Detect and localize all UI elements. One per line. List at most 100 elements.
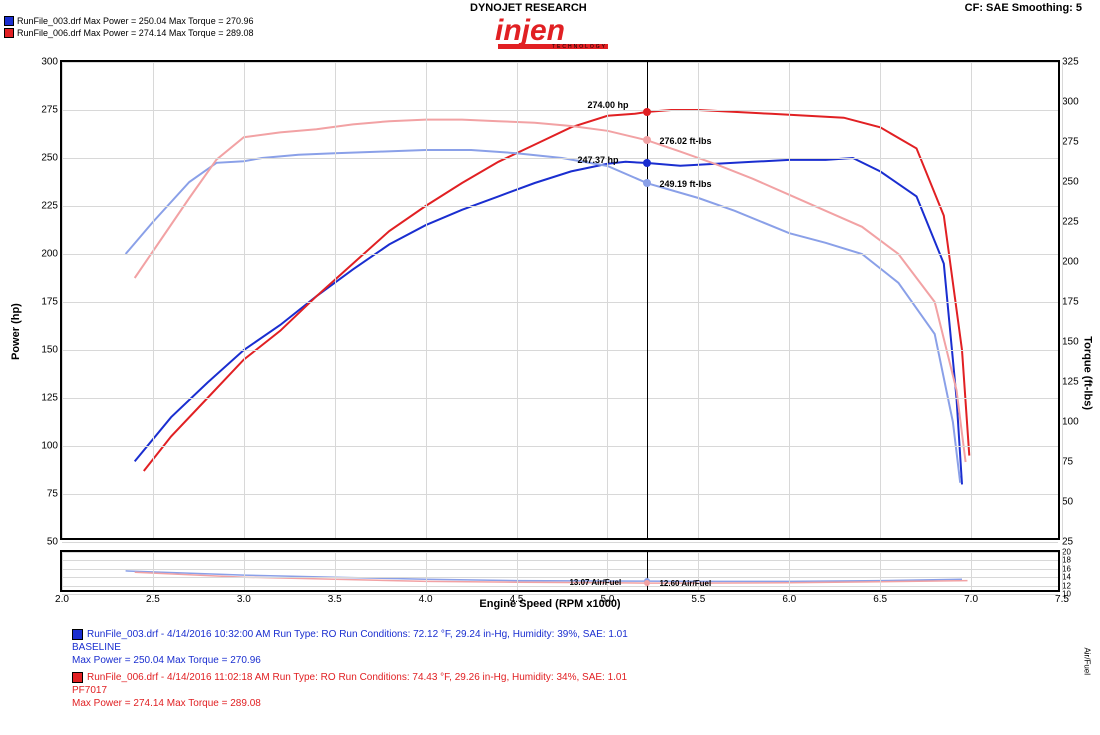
annotation-dot xyxy=(643,136,651,144)
gridline-h xyxy=(62,110,1058,111)
cursor-line xyxy=(647,62,648,538)
logo-text: injen xyxy=(495,14,565,47)
annotation-dot xyxy=(643,159,651,167)
af-gridline-h xyxy=(62,569,1058,570)
af-annotation-label: 12.60 Air/Fuel xyxy=(659,579,711,588)
af-y-tick: 14 xyxy=(1058,573,1071,582)
gridline-h xyxy=(62,398,1058,399)
gridline-v xyxy=(789,62,790,538)
af-y-tick: 20 xyxy=(1058,548,1071,557)
y1-tick: 275 xyxy=(41,105,62,116)
y1-tick: 300 xyxy=(41,57,62,68)
y1-tick: 175 xyxy=(41,297,62,308)
footer-run-details: RunFile_003.drf - 4/14/2016 10:32:00 AM … xyxy=(72,628,628,710)
footer-run-003: RunFile_003.drf - 4/14/2016 10:32:00 AM … xyxy=(72,628,628,667)
chart-area: Power (hp) Torque (ft-lbs) Air/Fuel 5075… xyxy=(0,60,1100,620)
gridline-h xyxy=(62,350,1058,351)
gridline-h xyxy=(62,158,1058,159)
gridline-v xyxy=(698,62,699,538)
af-gridline-v xyxy=(153,552,154,590)
y1-tick: 150 xyxy=(41,345,62,356)
annotation-dot xyxy=(643,108,651,116)
series-run006_power xyxy=(144,110,970,471)
annotation-label: 276.02 ft-lbs xyxy=(659,136,711,146)
af-gridline-v xyxy=(62,552,63,590)
af-gridline-h xyxy=(62,560,1058,561)
af-gridline-v xyxy=(789,552,790,590)
footer-run-006: RunFile_006.drf - 4/14/2016 11:02:18 AM … xyxy=(72,671,628,710)
af-gridline-h xyxy=(62,552,1058,553)
af-y-tick: 16 xyxy=(1058,564,1071,573)
series-run003_torque xyxy=(126,150,961,483)
gridline-v xyxy=(153,62,154,538)
y1-tick: 200 xyxy=(41,249,62,260)
gridline-h xyxy=(62,62,1058,63)
footer-line: Max Power = 250.04 Max Torque = 270.96 xyxy=(72,655,261,666)
footer-swatch-006 xyxy=(72,672,83,683)
series-run006_torque xyxy=(135,120,966,462)
y1-tick: 75 xyxy=(47,489,62,500)
y2-tick: 25 xyxy=(1058,537,1073,548)
header: DYNOJET RESEARCH CF: SAE Smoothing: 5 in… xyxy=(0,2,1100,62)
af-annotation-label: 13.07 Air/Fuel xyxy=(569,578,621,587)
swatch-003 xyxy=(4,16,14,26)
af-gridline-h xyxy=(62,586,1058,587)
af-chart-plot: 1012141618202.02.53.03.54.04.55.05.56.06… xyxy=(60,550,1060,592)
af-gridline-v xyxy=(517,552,518,590)
gridline-v xyxy=(426,62,427,538)
runfile-summary-006: RunFile_006.drf Max Power = 274.14 Max T… xyxy=(4,28,253,38)
y1-tick: 100 xyxy=(41,441,62,452)
footer-line: RunFile_003.drf - 4/14/2016 10:32:00 AM … xyxy=(87,629,628,640)
footer-line: PF7017 xyxy=(72,685,107,696)
af-gridline-v xyxy=(244,552,245,590)
y1-axis-label: Power (hp) xyxy=(10,303,22,360)
runfile-summary-003: RunFile_003.drf Max Power = 250.04 Max T… xyxy=(4,16,253,26)
gridline-h xyxy=(62,206,1058,207)
gridline-h xyxy=(62,302,1058,303)
af-gridline-v xyxy=(1062,552,1063,590)
gridline-h xyxy=(62,542,1058,543)
dyno-chart-page: DYNOJET RESEARCH CF: SAE Smoothing: 5 in… xyxy=(0,0,1100,735)
footer-line: BASELINE xyxy=(72,642,121,653)
y2-axis-label: Torque (ft-lbs) xyxy=(1082,336,1094,410)
gridline-v xyxy=(62,62,63,538)
x-axis-label: Engine Speed (RPM x1000) xyxy=(0,598,1100,610)
annotation-label: 274.00 hp xyxy=(587,100,628,110)
footer-swatch-003 xyxy=(72,629,83,640)
gridline-v xyxy=(880,62,881,538)
swatch-006 xyxy=(4,28,14,38)
af-y-tick: 12 xyxy=(1058,581,1071,590)
af-gridline-v xyxy=(880,552,881,590)
af-gridline-v xyxy=(971,552,972,590)
footer-line: Max Power = 274.14 Max Torque = 289.08 xyxy=(72,698,261,709)
gridline-h xyxy=(62,446,1058,447)
header-cf-smoothing: CF: SAE Smoothing: 5 xyxy=(965,2,1082,14)
gridline-v xyxy=(971,62,972,538)
y1-tick: 225 xyxy=(41,201,62,212)
gridline-v xyxy=(244,62,245,538)
gridline-h xyxy=(62,254,1058,255)
gridline-v xyxy=(607,62,608,538)
y2-tick: 50 xyxy=(1058,497,1073,508)
gridline-h xyxy=(62,494,1058,495)
af-annotation-dot xyxy=(644,580,650,586)
annotation-label: 247.37 hp xyxy=(577,155,618,165)
injen-logo: injen TECHNOLOGY xyxy=(490,14,620,54)
runfile-summary-text: RunFile_006.drf Max Power = 274.14 Max T… xyxy=(17,28,253,38)
header-title: DYNOJET RESEARCH xyxy=(470,2,587,14)
af-gridline-h xyxy=(62,577,1058,578)
af-y-tick: 18 xyxy=(1058,556,1071,565)
svg-text:TECHNOLOGY: TECHNOLOGY xyxy=(552,44,607,50)
annotation-label: 249.19 ft-lbs xyxy=(659,179,711,189)
af-gridline-v xyxy=(426,552,427,590)
gridline-v xyxy=(517,62,518,538)
y1-tick: 50 xyxy=(47,537,62,548)
af-gridline-v xyxy=(335,552,336,590)
runfile-summary-text: RunFile_003.drf Max Power = 250.04 Max T… xyxy=(17,16,253,26)
y1-tick: 250 xyxy=(41,153,62,164)
annotation-dot xyxy=(643,179,651,187)
af-axis-label: Air/Fuel xyxy=(1083,647,1092,675)
af-chart-svg xyxy=(62,552,1062,594)
main-chart-plot: 5075100125150175200225250275300255075100… xyxy=(60,60,1060,540)
gridline-v xyxy=(1062,62,1063,538)
